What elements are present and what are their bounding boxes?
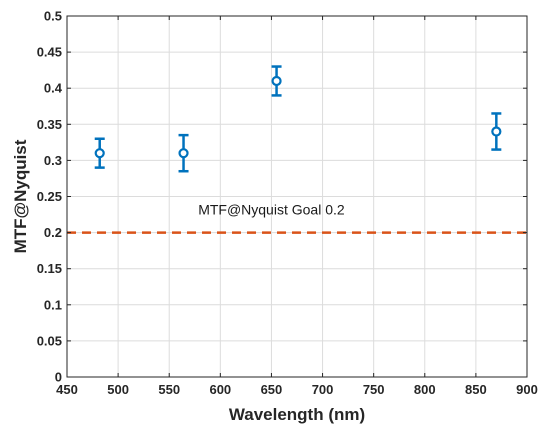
y-tick-label: 0.4 [44,81,63,96]
y-tick-label: 0.25 [37,189,62,204]
x-tick-label: 700 [312,382,334,397]
y-tick-label: 0.35 [37,117,62,132]
x-tick-label: 600 [209,382,231,397]
data-point [271,65,282,97]
y-axis-label: MTF@Nyquist [11,139,30,253]
y-tick-label: 0.5 [44,9,62,24]
x-tick-label: 900 [516,382,538,397]
y-tick-label: 0 [55,370,62,385]
goal-annotation: MTF@Nyquist Goal 0.2 [198,202,345,218]
x-axis-label: Wavelength (nm) [229,405,365,424]
data-point [491,112,502,151]
y-tick-label: 0.45 [37,45,62,60]
y-tick-label: 0.3 [44,153,62,168]
data-marker [178,148,189,159]
y-tick-label: 0.2 [44,225,62,240]
data-marker [271,75,282,87]
x-tick-label: 850 [465,382,487,397]
x-tick-label: 800 [414,382,436,397]
y-tick-label: 0.15 [37,261,62,276]
data-point [178,133,189,173]
y-tick-label: 0.05 [37,333,62,348]
data-points [94,65,502,173]
x-tick-label: 550 [158,382,180,397]
x-tick-label: 650 [261,382,283,397]
x-tick-label: 500 [107,382,129,397]
reference-line-group: MTF@Nyquist Goal 0.2 [67,202,527,234]
y-tick-label: 0.1 [44,297,62,312]
x-tick-label: 750 [363,382,385,397]
x-tick-label: 450 [56,382,78,397]
axis-ticks: 450 500 550 600 650 700 750 800 850 900 0 0.05 0.1 0.… [37,9,538,398]
data-point [94,137,105,169]
data-marker [491,126,502,137]
data-marker [94,148,105,159]
